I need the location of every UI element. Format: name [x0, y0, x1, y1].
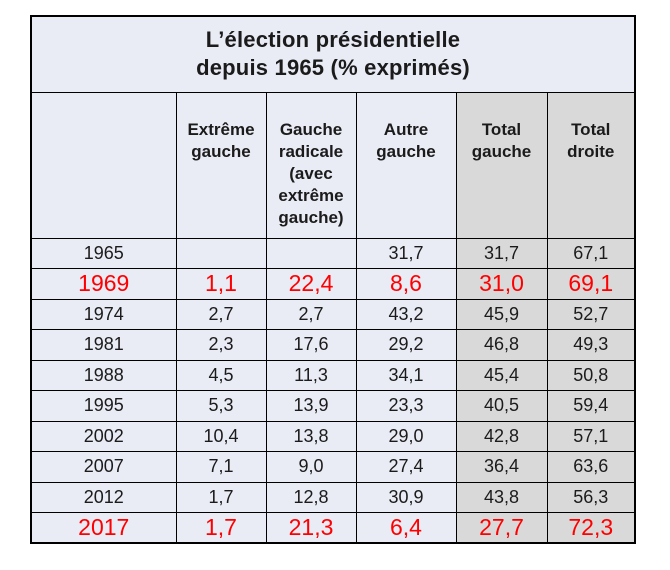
value-cell: 8,6: [355, 268, 457, 300]
value-cell: 40,5: [455, 390, 548, 422]
year-cell: 1965: [30, 237, 177, 269]
value-cell: 17,6: [265, 329, 357, 361]
value-cell: 13,9: [265, 390, 357, 422]
year-cell: 1988: [30, 359, 177, 391]
value-cell: 2,7: [265, 298, 357, 330]
value-cell: 7,1: [175, 451, 267, 483]
header-total-gauche: Total gauche: [455, 91, 548, 239]
table-row-2007: 2007 7,1 9,0 27,4 36,4 63,6: [30, 451, 636, 483]
year-cell: 2012: [30, 481, 177, 513]
election-table: L’élection présidentielle depuis 1965 (%…: [30, 15, 636, 544]
value-cell: 30,9: [355, 481, 457, 513]
header-autre-gauche: Autre gauche: [355, 91, 457, 239]
value-cell: 2,3: [175, 329, 267, 361]
title-line-1: L’élection présidentielle: [205, 27, 461, 53]
header-total-droite: Total droite: [546, 91, 636, 239]
value-cell: 2,7: [175, 298, 267, 330]
value-cell: 42,8: [455, 420, 548, 452]
table-row-1969: 1969 1,1 22,4 8,6 31,0 69,1: [30, 268, 636, 300]
value-cell: 59,4: [546, 390, 636, 422]
value-cell: 27,4: [355, 451, 457, 483]
value-cell: 29,2: [355, 329, 457, 361]
value-cell: 34,1: [355, 359, 457, 391]
value-cell: 29,0: [355, 420, 457, 452]
table-row-1995: 1995 5,3 13,9 23,3 40,5 59,4: [30, 390, 636, 422]
year-cell: 1981: [30, 329, 177, 361]
value-cell: [175, 237, 267, 269]
value-cell: 23,3: [355, 390, 457, 422]
value-cell: 13,8: [265, 420, 357, 452]
table-row-1965: 1965 31,7 31,7 67,1: [30, 237, 636, 269]
value-cell: 1,1: [175, 268, 267, 300]
year-cell: 1974: [30, 298, 177, 330]
value-cell: 36,4: [455, 451, 548, 483]
table-row-1988: 1988 4,5 11,3 34,1 45,4 50,8: [30, 359, 636, 391]
value-cell: 45,9: [455, 298, 548, 330]
value-cell: 31,7: [355, 237, 457, 269]
value-cell: 43,2: [355, 298, 457, 330]
year-cell: 2002: [30, 420, 177, 452]
value-cell: 27,7: [455, 512, 548, 544]
value-cell: 46,8: [455, 329, 548, 361]
header-gauche-radicale: Gauche radicale (avec extrême gauche): [265, 91, 357, 239]
value-cell: 9,0: [265, 451, 357, 483]
value-cell: 21,3: [265, 512, 357, 544]
year-cell: 1969: [30, 268, 177, 300]
value-cell: 63,6: [546, 451, 636, 483]
value-cell: 10,4: [175, 420, 267, 452]
value-cell: [265, 237, 357, 269]
year-cell: 2007: [30, 451, 177, 483]
value-cell: 50,8: [546, 359, 636, 391]
value-cell: 31,7: [455, 237, 548, 269]
value-cell: 12,8: [265, 481, 357, 513]
header-extreme-gauche: Extrême gauche: [175, 91, 267, 239]
value-cell: 1,7: [175, 512, 267, 544]
value-cell: 67,1: [546, 237, 636, 269]
header-row: Extrême gauche Gauche radicale (avec ext…: [30, 91, 636, 239]
table-row-2002: 2002 10,4 13,8 29,0 42,8 57,1: [30, 420, 636, 452]
title-line-2: depuis 1965 (% exprimés): [196, 55, 470, 81]
value-cell: 45,4: [455, 359, 548, 391]
value-cell: 52,7: [546, 298, 636, 330]
value-cell: 43,8: [455, 481, 548, 513]
value-cell: 5,3: [175, 390, 267, 422]
table-row-2017: 2017 1,7 21,3 6,4 27,7 72,3: [30, 512, 636, 544]
value-cell: 57,1: [546, 420, 636, 452]
year-cell: 2017: [30, 512, 177, 544]
header-year-blank: [30, 91, 177, 239]
title-row: L’élection présidentielle depuis 1965 (%…: [30, 15, 636, 93]
year-cell: 1995: [30, 390, 177, 422]
value-cell: 22,4: [265, 268, 357, 300]
table-title: L’élection présidentielle depuis 1965 (%…: [30, 15, 636, 93]
table-row-1974: 1974 2,7 2,7 43,2 45,9 52,7: [30, 298, 636, 330]
value-cell: 11,3: [265, 359, 357, 391]
value-cell: 6,4: [355, 512, 457, 544]
value-cell: 4,5: [175, 359, 267, 391]
value-cell: 31,0: [455, 268, 548, 300]
value-cell: 49,3: [546, 329, 636, 361]
table-row-2012: 2012 1,7 12,8 30,9 43,8 56,3: [30, 481, 636, 513]
value-cell: 56,3: [546, 481, 636, 513]
value-cell: 69,1: [546, 268, 636, 300]
table-row-1981: 1981 2,3 17,6 29,2 46,8 49,3: [30, 329, 636, 361]
value-cell: 1,7: [175, 481, 267, 513]
value-cell: 72,3: [546, 512, 636, 544]
